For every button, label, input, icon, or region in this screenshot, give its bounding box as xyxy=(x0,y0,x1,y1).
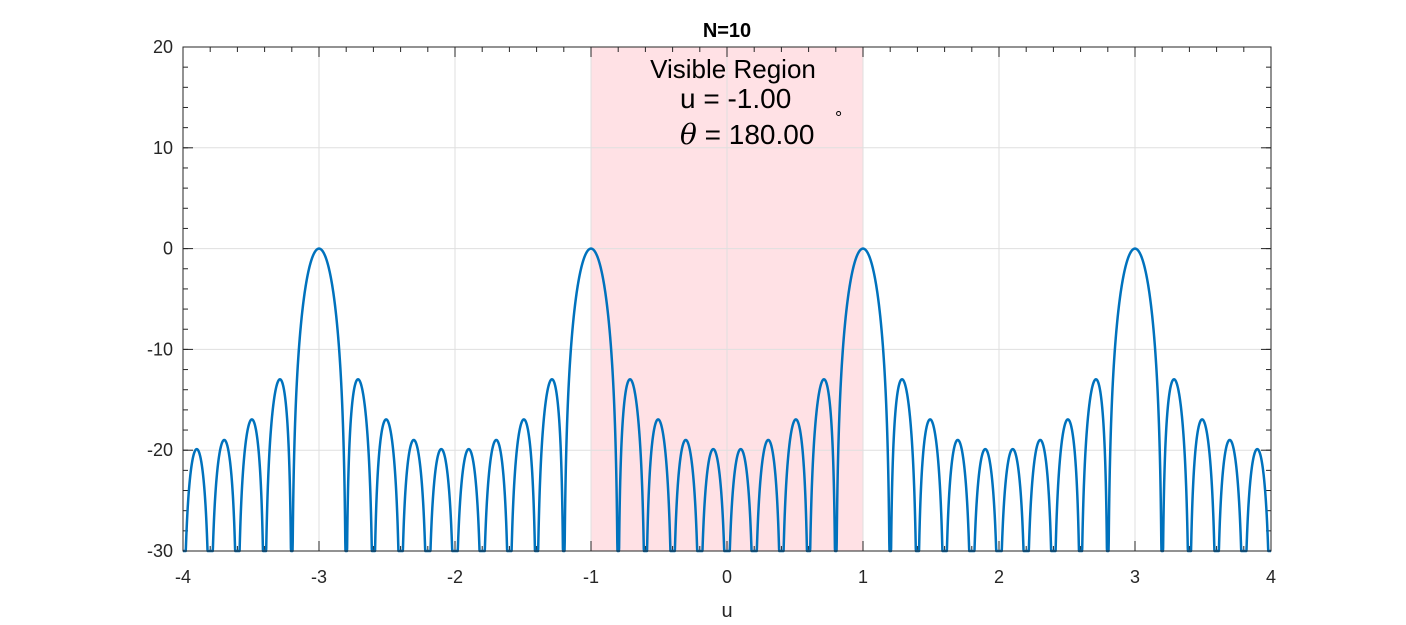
x-tick-label: -1 xyxy=(583,567,599,587)
y-tick-labels: 20 10 0 -10 -20 -30 xyxy=(147,37,173,561)
x-tick-label: 0 xyxy=(722,567,732,587)
y-tick-label: 0 xyxy=(163,239,173,259)
theta-symbol: θ xyxy=(680,118,697,151)
plot-frame xyxy=(182,46,1272,552)
y-tick-label: 10 xyxy=(153,138,173,158)
x-tick-label: 2 xyxy=(994,567,1004,587)
degree-symbol: ° xyxy=(835,108,842,128)
y-tick-label: -30 xyxy=(147,541,173,561)
visible-region-label: Visible Region xyxy=(650,54,816,84)
theta-number: = 180.00 xyxy=(697,119,815,150)
x-tick-labels: -4 -3 -2 -1 0 1 2 3 4 xyxy=(175,567,1276,587)
y-tick-label: 20 xyxy=(153,37,173,57)
x-tick-label: 1 xyxy=(858,567,868,587)
x-tick-label: -3 xyxy=(311,567,327,587)
y-tick-label: -20 xyxy=(147,440,173,460)
steering-theta-value: θ = 180.00 xyxy=(680,118,814,151)
steering-u-value: u = -1.00 xyxy=(680,83,791,114)
x-axis-label: u xyxy=(721,600,732,622)
x-tick-label: -2 xyxy=(447,567,463,587)
x-tick-label: 4 xyxy=(1266,567,1276,587)
x-tick-label: -4 xyxy=(175,567,191,587)
chart-title: N=10 xyxy=(703,20,751,42)
x-tick-label: 3 xyxy=(1130,567,1140,587)
y-tick-label: -10 xyxy=(147,339,173,359)
